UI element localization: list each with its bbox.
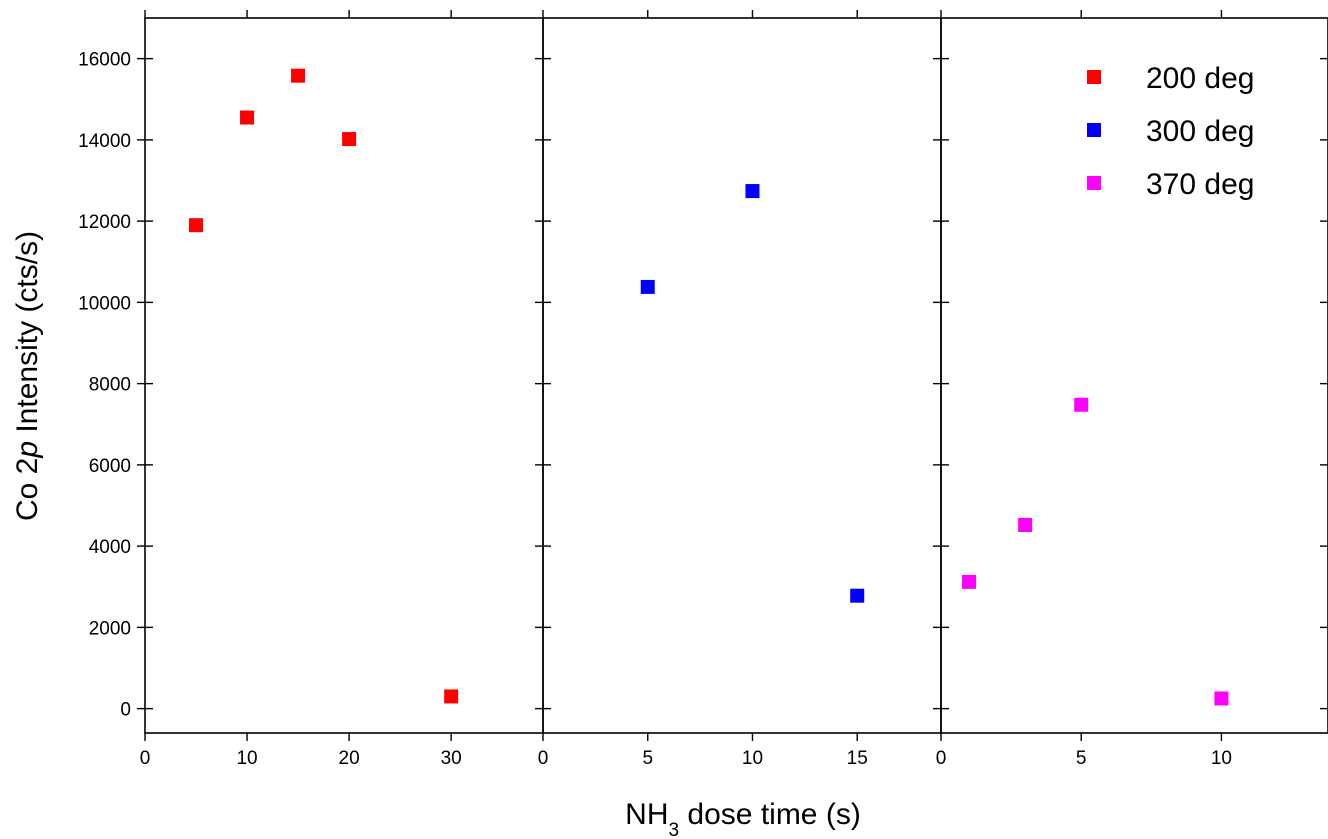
data-point — [745, 184, 760, 199]
panel-frame — [144, 17, 544, 734]
y-tick-label: 8000 — [89, 375, 131, 396]
x-tick-label: 20 — [339, 748, 360, 769]
data-point — [444, 689, 459, 704]
y-tick-label: 0 — [120, 700, 131, 721]
legend-label: 200 deg — [1146, 62, 1254, 95]
y-axis-title: Co 2p Intensity (cts/s) — [11, 231, 44, 521]
plot-panels: 0 10 20 30 0 5 10 15 0 5 10 — [140, 10, 1328, 769]
x-tick-label: 0 — [538, 748, 549, 769]
y-axis-title-part-1: Co 2 — [11, 458, 44, 521]
x-tick-label: 30 — [441, 748, 462, 769]
data-point — [240, 110, 255, 125]
x-axis-title-part-2: 3 — [669, 820, 680, 839]
y-axis-title-part-3: Intensity (cts/s) — [11, 231, 44, 441]
x-tick-label: 15 — [847, 748, 868, 769]
y-tick-label: 14000 — [78, 131, 131, 152]
legend-marker — [1087, 70, 1101, 84]
x-tick-label: 0 — [140, 748, 151, 769]
panel-frame — [542, 17, 942, 734]
data-point — [1018, 518, 1033, 532]
data-point — [1214, 691, 1229, 706]
legend-marker — [1087, 123, 1101, 137]
y-tick-label: 6000 — [89, 456, 131, 477]
x-tick-label: 10 — [742, 748, 763, 769]
x-tick-label: 0 — [936, 748, 947, 769]
data-point — [962, 574, 977, 589]
panel-1: 0 10 20 30 — [140, 10, 544, 769]
y-axis-title-part-2: p — [11, 441, 44, 459]
panel-frame — [940, 17, 1328, 734]
data-point — [640, 279, 655, 294]
x-tick-label: 5 — [642, 748, 653, 769]
y-tick-label: 12000 — [78, 212, 131, 233]
x-tick-label: 10 — [1211, 748, 1232, 769]
data-point — [189, 218, 204, 233]
x-tick-label: 5 — [1076, 748, 1087, 769]
y-tick-label: 16000 — [78, 50, 131, 71]
legend-marker — [1087, 176, 1101, 190]
y-axis: 0 2000 4000 6000 8000 10000 12000 14000 16000 — [78, 50, 145, 721]
legend: 200 deg 300 deg 370 deg — [1087, 62, 1254, 201]
x-axis-title-part-1: NH — [625, 798, 668, 831]
panel-2: 0 5 10 15 — [538, 10, 942, 769]
y-tick-label: 4000 — [89, 537, 131, 558]
panel-3: 0 5 10 — [936, 10, 1328, 769]
y-tick-label: 10000 — [78, 293, 131, 314]
legend-label: 370 deg — [1146, 168, 1254, 201]
data-point — [342, 132, 357, 147]
data-point — [291, 68, 306, 83]
legend-label: 300 deg — [1146, 115, 1254, 148]
data-point — [1074, 397, 1089, 412]
x-axis-title: NH3 dose time (s) — [625, 798, 861, 839]
x-tick-label: 10 — [236, 748, 257, 769]
x-axis-title-part-3: dose time (s) — [679, 798, 861, 831]
y-tick-label: 2000 — [89, 618, 131, 639]
data-point — [850, 588, 865, 603]
